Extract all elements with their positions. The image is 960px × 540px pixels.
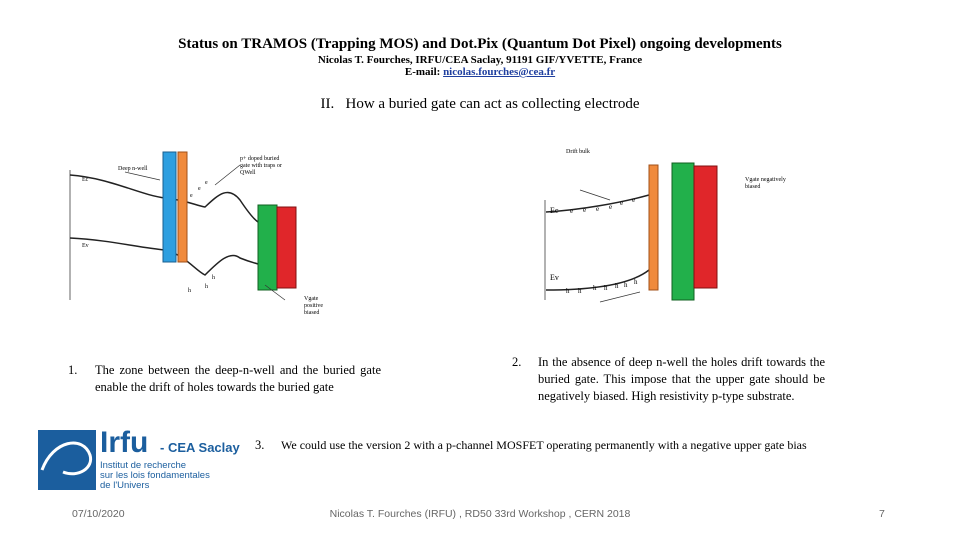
email-link[interactable]: nicolas.fourches@cea.fr (443, 66, 556, 78)
ec-band (545, 194, 650, 213)
section-heading: II. How a buried gate can act as collect… (0, 96, 960, 113)
carrier-label: h (212, 275, 215, 281)
carrier-label: h (624, 281, 628, 289)
item-number: 1. (68, 363, 78, 377)
label: Ec (550, 206, 559, 215)
carrier-label: h (593, 284, 597, 292)
item-text: We could use the version 2 with a p-chan… (281, 438, 807, 452)
logo-swirl (40, 441, 93, 476)
carrier-label: h (604, 284, 608, 292)
item-text: The zone between the deep-n-well and the… (95, 363, 381, 394)
authors: Nicolas T. Fourches, IRFU/CEA Saclay, 91… (317, 54, 643, 66)
footer-date: 07/10/2020 (72, 508, 125, 520)
carrier-label: h (615, 282, 619, 290)
carrier-label: e (632, 196, 635, 204)
pointer (124, 171, 161, 181)
label: QWell (240, 170, 256, 176)
carrier-label: h (566, 287, 570, 295)
green-bar (257, 204, 278, 291)
red-bar (276, 206, 297, 289)
pointer (599, 291, 641, 303)
carrier-label: e (596, 205, 599, 213)
carrier-label: e (198, 186, 201, 192)
carrier-label: e (583, 206, 586, 214)
orange-bar (177, 151, 188, 263)
pointer (264, 284, 286, 301)
item-text: In the absence of deep n-well the holes … (538, 355, 825, 403)
ec-band (69, 174, 259, 223)
logo-name: Irfu (100, 426, 149, 459)
ev-band (545, 269, 650, 291)
label: Ev (82, 243, 89, 249)
carrier-label: e (570, 207, 573, 215)
carrier-label: e (620, 199, 623, 207)
label: biased (304, 310, 319, 316)
label: Ev (550, 273, 559, 282)
pointer (214, 164, 241, 186)
email-label: E-mail: (404, 66, 441, 78)
label: gate with traps or (240, 163, 282, 169)
section-title: How a buried gate can act as collecting … (345, 96, 640, 112)
orange-bar (648, 164, 659, 291)
label: Drift bulk (566, 148, 590, 155)
carrier-label: e (190, 193, 193, 199)
carrier-label: h (188, 288, 191, 294)
carrier-label: h (205, 284, 208, 290)
section-number: II. (320, 96, 335, 112)
logo-site: - CEA Saclay (160, 440, 240, 455)
footer-center: Nicolas T. Fourches (IRFU) , RD50 33rd W… (329, 508, 631, 520)
label: Vgate negatively (745, 177, 786, 183)
ev-band (69, 237, 259, 276)
deep-n-well-bar (162, 151, 177, 263)
carrier-label: h (634, 278, 638, 286)
label: Vgate (304, 296, 319, 302)
label: positive (304, 303, 323, 309)
label: biased (745, 184, 760, 190)
label: Ec (82, 177, 89, 183)
logo-line: Institut de recherche (100, 460, 187, 471)
green-bar (671, 162, 695, 301)
logo-line: de l'Univers (100, 480, 150, 491)
diagrams: Deep n-well p+ doped buried gate with tr… (69, 148, 786, 316)
logo-mark (38, 430, 96, 490)
footer-page: 7 (879, 508, 885, 520)
carrier-label: h (578, 287, 582, 295)
carrier-label: e (205, 180, 208, 186)
pointer (579, 189, 611, 201)
email-line: E-mail: nicolas.fourches@cea.fr (0, 66, 960, 78)
label: Deep n-well (118, 166, 148, 172)
title: Status on TRAMOS (Trapping MOS) and Dot.… (178, 36, 782, 52)
item-number: 2. (512, 355, 522, 369)
carrier-label: e (609, 203, 612, 211)
logo-line: sur les lois fondamentales (100, 470, 210, 481)
logo-caption: Institut de recherche sur les lois fonda… (100, 461, 210, 491)
red-bar (693, 165, 718, 289)
label: p+ doped buried (240, 156, 279, 162)
item-number: 3. (255, 438, 265, 452)
